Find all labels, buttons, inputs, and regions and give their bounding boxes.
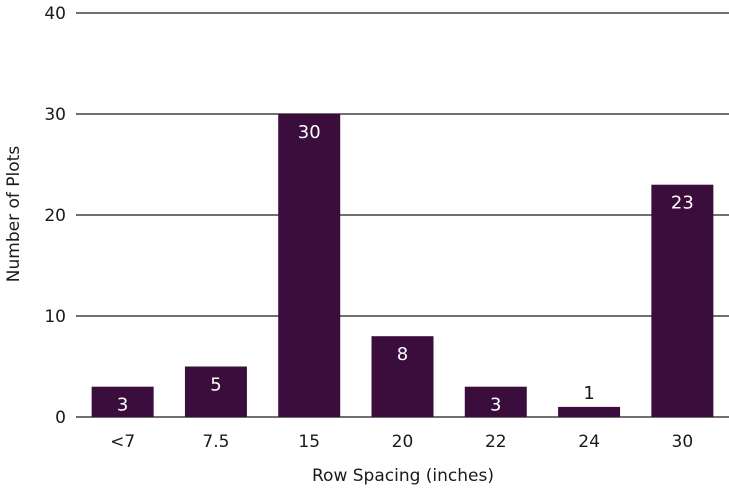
bar-6 (651, 184, 714, 417)
x-tick-label: 30 (672, 432, 694, 452)
y-axis-ticks: 0 10 20 30 40 (44, 4, 66, 428)
y-tick-label: 0 (55, 408, 66, 428)
data-label: 5 (210, 375, 221, 396)
x-axis-label: Row Spacing (inches) (312, 466, 494, 486)
bar-4 (464, 386, 527, 417)
data-label: 30 (298, 122, 321, 143)
y-tick-label: 20 (44, 206, 66, 226)
bars: 3 5 30 8 3 1 23 (91, 114, 714, 417)
x-tick-label: 24 (578, 432, 600, 452)
bar-1 (184, 366, 247, 417)
y-tick-label: 40 (44, 4, 66, 24)
bar-3 (371, 336, 434, 417)
x-tick-label: 15 (298, 432, 320, 452)
bar-5 (558, 406, 621, 417)
data-label: 8 (397, 344, 408, 365)
data-label: 3 (117, 395, 128, 416)
y-tick-label: 10 (44, 307, 66, 327)
data-label: 1 (583, 383, 594, 404)
x-tick-label: <7 (110, 432, 135, 452)
y-tick-label: 30 (44, 105, 66, 125)
x-axis-ticks: <7 7.5 15 20 22 24 30 (110, 432, 693, 452)
data-label: 23 (671, 193, 694, 214)
grid-lines (76, 12, 729, 418)
data-label: 3 (490, 395, 501, 416)
x-tick-label: 22 (485, 432, 507, 452)
y-axis-label: Number of Plots (4, 146, 24, 283)
x-tick-label: 7.5 (202, 432, 229, 452)
x-tick-label: 20 (392, 432, 414, 452)
bar-2 (278, 114, 341, 417)
bar-0 (91, 386, 154, 417)
